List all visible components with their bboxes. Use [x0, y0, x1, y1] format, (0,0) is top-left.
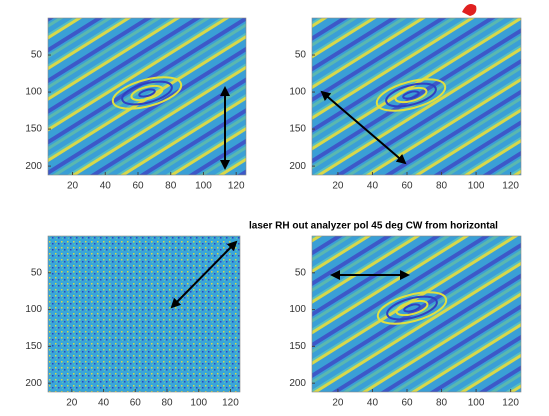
x-tick-label: 20: [66, 398, 78, 409]
y-tick-label: 50: [295, 267, 307, 278]
y-tick-label: 200: [289, 378, 306, 389]
x-tick-label: 120: [228, 181, 245, 192]
x-tick-label: 80: [436, 398, 448, 409]
ring: [403, 303, 421, 313]
axes-box: [47, 17, 247, 176]
ring: [138, 88, 156, 98]
x-tick-label: 60: [401, 398, 413, 409]
ring: [111, 76, 183, 110]
x-tick-label: 100: [190, 398, 207, 409]
axes-box: [311, 17, 522, 176]
x-tick-label: 40: [367, 181, 379, 192]
y-tick-label: 200: [25, 161, 42, 172]
arrows: [170, 86, 410, 309]
x-tick-label: 120: [222, 398, 239, 409]
x-tick-label: 100: [468, 398, 485, 409]
x-tick-label: 40: [98, 398, 110, 409]
y-tick-label: 100: [25, 87, 42, 98]
x-tick-label: 100: [468, 181, 485, 192]
x-tick-label: 100: [195, 181, 212, 192]
x-tick-label: 40: [100, 181, 112, 192]
x-tick-label: 80: [165, 181, 177, 192]
y-tick-label: 150: [25, 341, 42, 352]
y-tick-label: 100: [25, 304, 42, 315]
y-tick-label: 50: [31, 267, 43, 278]
y-tick-label: 200: [25, 378, 42, 389]
x-tick-label: 60: [401, 181, 413, 192]
y-tick-label: 200: [289, 161, 306, 172]
y-tick-label: 50: [295, 50, 307, 61]
y-tick-label: 150: [289, 341, 306, 352]
axes-box: [47, 235, 241, 393]
x-tick-label: 20: [67, 181, 79, 192]
red-mark: [462, 4, 477, 16]
x-tick-label: 80: [436, 181, 448, 192]
ring: [121, 80, 173, 106]
x-tick-label: 20: [332, 398, 344, 409]
y-tick-label: 150: [289, 124, 306, 135]
y-tick-label: 100: [289, 87, 306, 98]
x-tick-label: 120: [502, 398, 519, 409]
ring: [395, 299, 429, 317]
x-tick-label: 60: [130, 398, 142, 409]
x-tick-label: 40: [367, 398, 379, 409]
x-tick-label: 20: [332, 181, 344, 192]
arrow: [320, 90, 407, 165]
annotation: laser RH out analyzer pol 45 deg CW from…: [249, 221, 498, 232]
y-tick-label: 50: [31, 50, 43, 61]
arrow: [170, 240, 238, 309]
ring: [376, 291, 448, 325]
y-tick-label: 150: [25, 124, 42, 135]
image: [48, 236, 240, 392]
ring: [386, 295, 438, 321]
x-tick-label: 80: [161, 398, 173, 409]
ring: [130, 84, 164, 102]
x-tick-label: 60: [132, 181, 144, 192]
image: [312, 236, 521, 392]
y-tick-label: 100: [289, 304, 306, 315]
x-tick-label: 120: [502, 181, 519, 192]
axes-box: [311, 235, 522, 393]
